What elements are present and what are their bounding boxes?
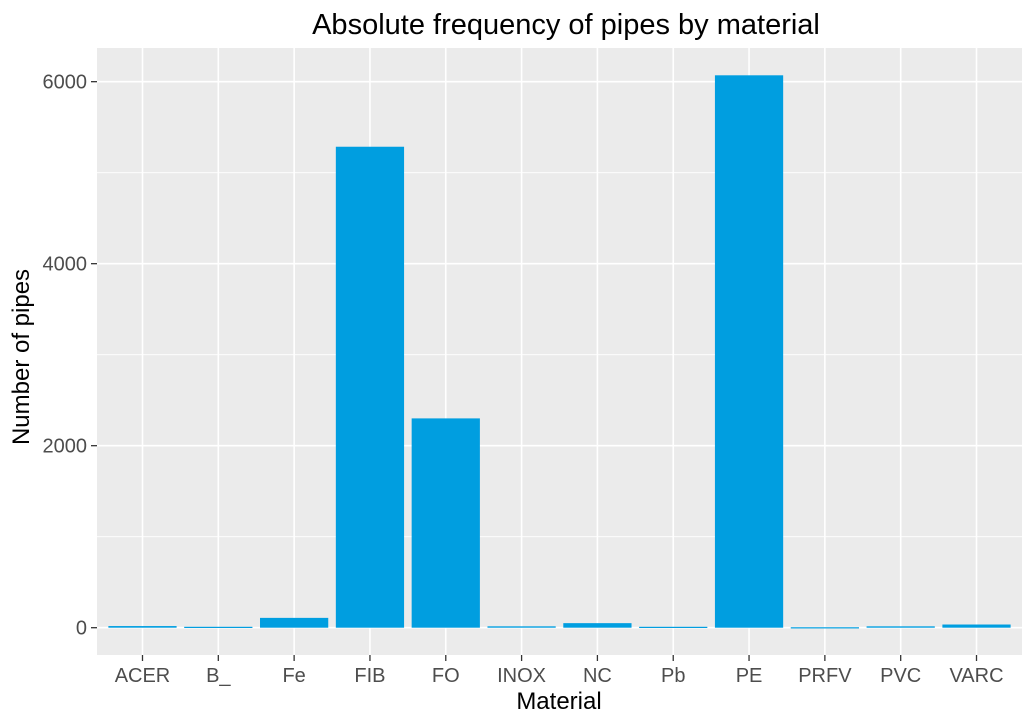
x-tick-label: Fe [282,665,305,687]
x-tick-label: PVC [880,665,921,687]
bar-fe [260,617,329,628]
y-axis-ticks: 0 2000 4000 6000 [43,72,97,640]
x-tick-label: FIB [354,665,385,687]
chart-title: Absolute frequency of pipes by material [312,9,820,41]
bar-inox [487,626,556,628]
minor-gridlines [97,172,1022,538]
bar-pvc [866,626,935,628]
plot-panel [97,48,1022,655]
bar-prfv [790,627,859,629]
x-tick-label: PRFV [798,665,852,687]
x-tick-label: B_ [206,665,231,687]
bar-varc [942,624,1011,628]
y-axis-title: Number of pipes [8,269,35,445]
y-tick-label: 0 [76,618,87,640]
bar-pe [714,75,784,628]
y-tick-label: 6000 [43,72,88,94]
bar-pb [639,626,708,628]
x-tick-label: Pb [661,665,685,687]
bars [108,75,1011,629]
bar-fo [411,418,480,628]
x-tick-label: NC [583,665,612,687]
x-tick-label: FO [432,665,460,687]
bar-acer [108,626,177,628]
x-axis-title: Material [516,688,601,713]
y-tick-label: 4000 [43,254,88,276]
x-axis-ticks: ACER B_ Fe FIB FO INOX NC Pb PE PRFV PVC VARC [115,655,1004,687]
y-tick-label: 2000 [43,436,88,458]
bar-nc [563,623,632,628]
bar-fib [335,146,405,628]
x-tick-label: INOX [497,665,546,687]
x-tick-label: PE [736,665,763,687]
bar-b_ [184,626,253,628]
x-tick-label: VARC [949,665,1003,687]
x-tick-label: ACER [115,665,171,687]
